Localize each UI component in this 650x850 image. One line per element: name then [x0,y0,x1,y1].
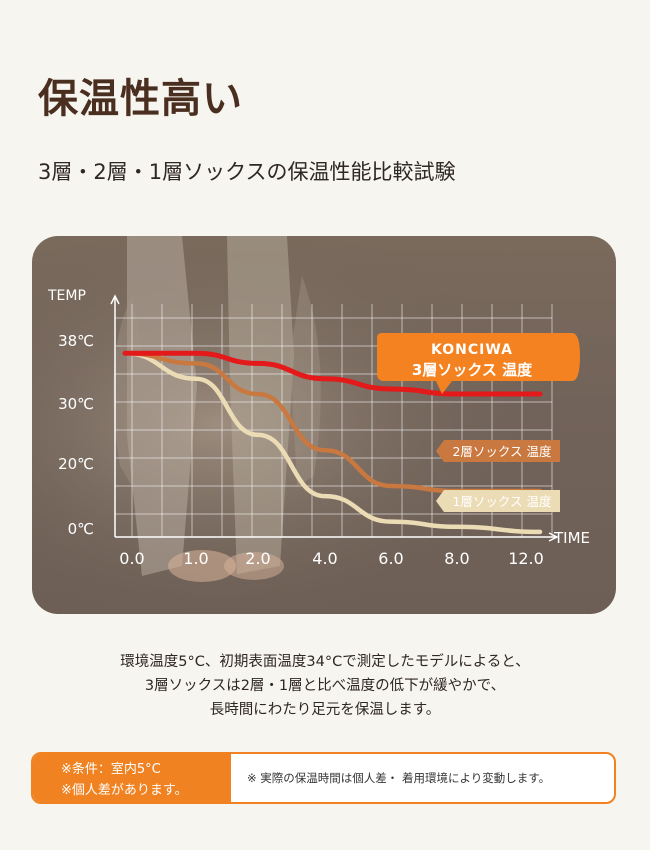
x-tick-label: 6.0 [378,549,403,568]
series-line-1layer [122,350,543,535]
callout-brand-label: KONCIWA [431,342,513,358]
chart-panel: TEMP TIME 38℃ 30℃ 20℃ 0℃ 0.0 1.0 2.0 4.0 6.0 8.0 12.… [32,236,616,614]
x-axis-arrow [548,532,559,542]
callout-3layer-bubble [377,333,580,394]
individual-note: ※個人差があります。 [61,783,188,798]
callout-2layer-bubble [436,440,560,462]
x-axis-label: TIME [553,529,590,547]
description-line-2: 3層ソックスは2層・1層と比べ温度の低下が緩やかで、 [144,678,506,694]
y-tick-label: 0℃ [68,520,94,538]
callout-1layer-label: 1層ソックス 温度 [452,494,552,509]
x-tick-label: 2.0 [245,549,270,568]
y-tick-label: 30℃ [58,395,94,413]
callout-2layer-label: 2層ソックス 温度 [452,444,552,459]
conditions-block: ※条件：室内5°C ※個人差があります。 [33,754,231,802]
description-line-3: 長時間にわたり足元を保温します。 [209,702,441,718]
y-tick-label: 20℃ [58,455,94,473]
x-tick-label: 8.0 [444,549,469,568]
socks-photo-backdrop [32,236,616,614]
x-tick-label: 12.0 [508,549,544,568]
condition-note: ※条件：室内5°C [61,762,161,777]
y-tick-label: 38℃ [58,332,94,350]
y-axis-label: TEMP [47,288,86,304]
page-title: 保温性高い [38,76,243,122]
series-line-3layer [122,350,543,397]
notes-box: ※条件：室内5°C ※個人差があります。 ※ 実際の保温時間は個人差・ 着用環境… [31,752,616,804]
x-tick-label: 0.0 [119,549,144,568]
callout-3layer-label: 3層ソックス 温度 [412,361,533,379]
page-subtitle: 3層・2層・1層ソックスの保温性能比較試験 [38,160,456,184]
y-axis-arrow [110,294,120,305]
callout-1layer-bubble [436,490,560,512]
x-tick-label: 1.0 [183,549,208,568]
description-line-1: 環境温度5°C、初期表面温度34°Cで測定したモデルによると、 [120,654,530,670]
x-tick-label: 4.0 [312,549,337,568]
temperature-chart: TEMP TIME 38℃ 30℃ 20℃ 0℃ 0.0 1.0 2.0 4.0 6.0 8.0 12.… [47,288,590,568]
disclaimer-note: ※ 実際の保温時間は個人差・ 着用環境により変動します。 [247,771,551,785]
